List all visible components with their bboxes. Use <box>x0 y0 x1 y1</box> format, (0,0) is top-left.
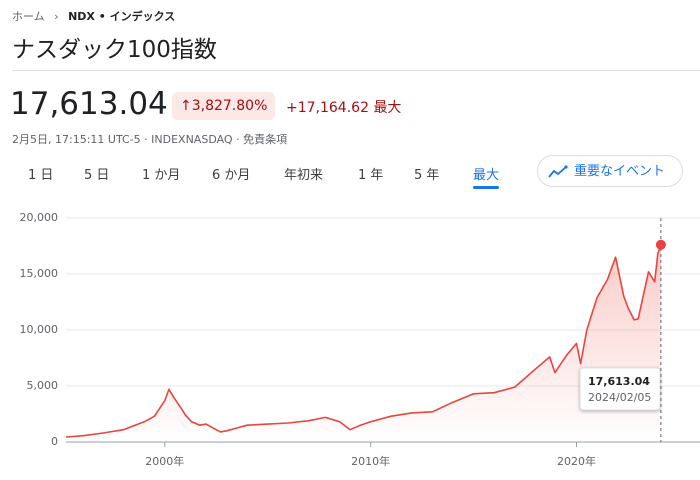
page-title: ナスダック100指数 <box>12 37 217 63</box>
y-tick-label: 20,000 <box>20 211 59 224</box>
quote-meta: 2月5日, 17:15:11 UTC-5 · INDEXNASDAQ · 免責条… <box>12 133 288 146</box>
area <box>66 244 661 442</box>
breadcrumb-current: NDX • インデックス <box>68 10 176 23</box>
tooltip: 17,613.04 2024/02/05 <box>579 367 661 411</box>
end-point <box>655 239 666 250</box>
change: +17,164.62 最大 <box>286 97 401 117</box>
tooltip-box <box>579 367 661 411</box>
x-tick-label: 2000年 <box>145 454 184 468</box>
y-tick-label: 15,000 <box>20 267 59 280</box>
y-tick-label: 10,000 <box>20 323 59 336</box>
range-tab[interactable]: 年初来 <box>284 168 324 183</box>
line <box>65 244 662 438</box>
range-tab[interactable]: 1 日 <box>28 168 54 183</box>
chart: 0 5,000 10,000 15,000 20,000 2000年 2010年 2020年 1… <box>20 211 700 468</box>
range-tab[interactable]: 6 か月 <box>212 168 251 183</box>
events-button[interactable]: 重要なイベント <box>537 155 683 187</box>
events-icon <box>548 165 568 178</box>
range-tab[interactable]: 5 日 <box>84 168 110 183</box>
price: 17,613.04 <box>10 86 168 122</box>
range-tab[interactable]: 1 か月 <box>142 168 181 183</box>
events-label: 重要なイベント <box>574 164 666 179</box>
breadcrumb-home[interactable]: ホーム <box>12 10 45 23</box>
x-tick-label: 2010年 <box>351 454 390 468</box>
range-tab[interactable]: 1 年 <box>358 168 384 183</box>
range-tab[interactable]: 5 年 <box>414 168 440 183</box>
tooltip-date: 2024/02/05 <box>588 391 651 404</box>
change-value: +17,164.62 <box>286 100 369 116</box>
change-period: 最大 <box>373 100 402 116</box>
breadcrumb: ホーム › NDX • インデックス <box>12 10 176 23</box>
range-tab[interactable]: 最大 <box>473 164 500 189</box>
y-tick-label: 0 <box>51 435 58 448</box>
change-percent: ↑3,827.80% <box>172 92 276 120</box>
tooltip-value: 17,613.04 <box>588 375 650 388</box>
y-tick-label: 5,000 <box>27 379 59 392</box>
x-tick-label: 2020年 <box>557 454 596 468</box>
divider <box>12 70 700 71</box>
